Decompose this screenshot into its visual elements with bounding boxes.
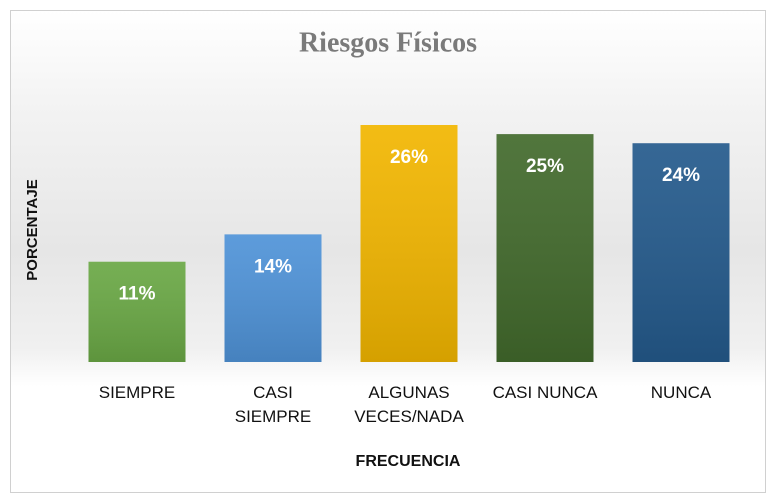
chart-title: Riesgos Físicos [299, 27, 477, 58]
data-label: 11% [119, 284, 156, 305]
bar-shade [224, 234, 322, 362]
x-tick-label: CASI NUNCA [492, 383, 598, 402]
bar-shade [496, 134, 594, 362]
bar-shade [632, 143, 730, 362]
data-label: 14% [254, 256, 292, 277]
bar-shade [360, 125, 458, 362]
y-axis-title: PORCENTAJE [24, 179, 41, 280]
bar-shade [88, 261, 186, 362]
x-axis-title: FRECUENCIA [356, 453, 461, 470]
x-tick-label: NUNCA [650, 383, 712, 402]
x-tick-label: SIEMPRE [98, 383, 176, 402]
data-label: 24% [662, 165, 700, 186]
data-label: 26% [390, 147, 428, 168]
data-label: 25% [526, 156, 564, 177]
x-tick-label: ALGUNAS VECES/NADA [354, 383, 464, 426]
x-tick-label: CASI SIEMPRE [234, 383, 312, 426]
